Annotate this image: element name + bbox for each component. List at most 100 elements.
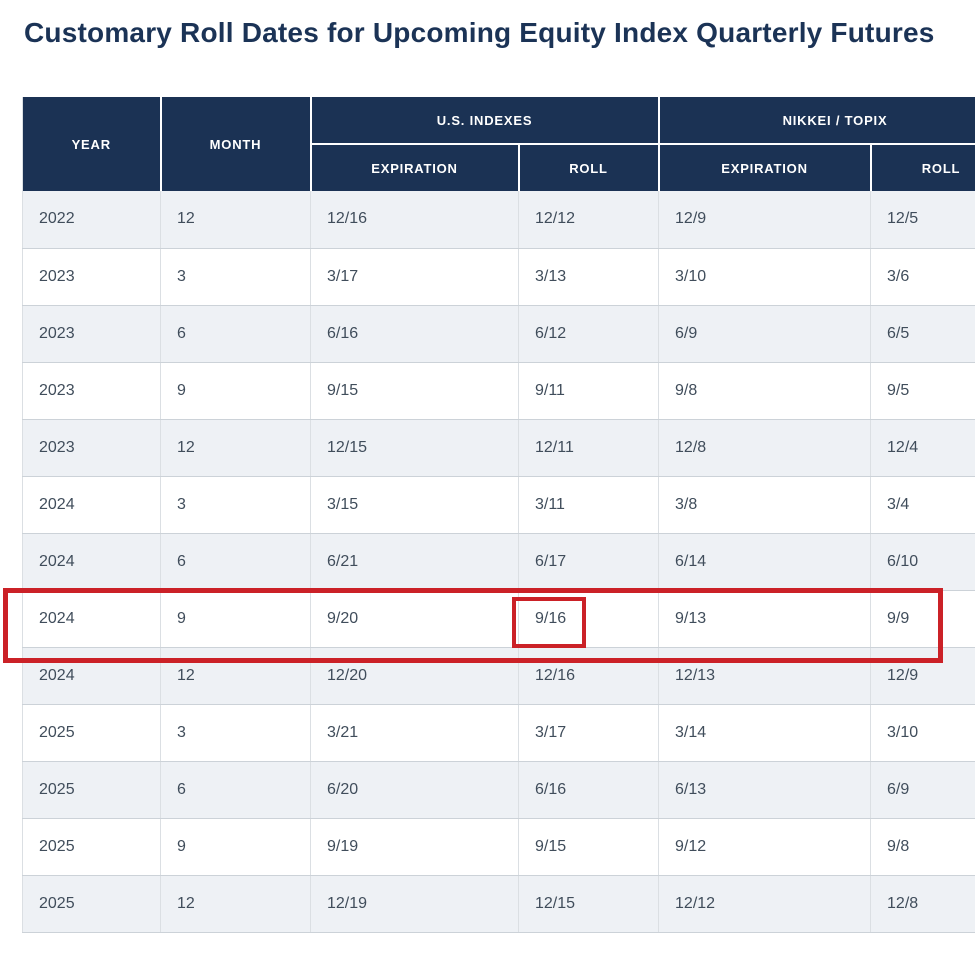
table-cell: 2023 <box>22 248 161 306</box>
table-cell: 9/13 <box>658 590 872 648</box>
table-cell: 6/13 <box>658 761 872 819</box>
table-cell: 2025 <box>22 875 161 933</box>
table-cell: 2024 <box>22 647 161 705</box>
table-cell: 6/16 <box>518 761 660 819</box>
table-cell: 2024 <box>22 476 161 534</box>
table-cell: 2025 <box>22 761 161 819</box>
table-cell: 6/12 <box>518 305 660 363</box>
table-cell: 3/17 <box>310 248 519 306</box>
column-header-year: YEAR <box>22 97 162 191</box>
table-cell: 9/8 <box>870 818 975 876</box>
table-cell: 6/17 <box>518 533 660 591</box>
column-group-us-indexes: U.S. INDEXES <box>310 97 660 145</box>
table-cell: 9 <box>160 362 311 420</box>
table-cell: 9/20 <box>310 590 519 648</box>
table-row: 2023 6 6/16 6/12 6/9 6/5 <box>22 305 975 363</box>
table-cell: 2024 <box>22 590 161 648</box>
table-cell: 3/8 <box>658 476 872 534</box>
column-header-us-roll: ROLL <box>518 144 660 191</box>
table-cell: 12/16 <box>518 647 660 705</box>
table-row: 2024 6 6/21 6/17 6/14 6/10 <box>22 533 975 591</box>
table-row: 2022 12 12/16 12/12 12/9 12/5 <box>22 191 975 249</box>
table-cell: 12/5 <box>870 191 975 249</box>
table-cell: 3/17 <box>518 704 660 762</box>
table-cell: 9/5 <box>870 362 975 420</box>
table-cell: 9/8 <box>658 362 872 420</box>
table-cell: 12/9 <box>658 191 872 249</box>
table-cell: 2025 <box>22 818 161 876</box>
table-cell: 3/15 <box>310 476 519 534</box>
table-cell: 12/9 <box>870 647 975 705</box>
table-cell: 9/15 <box>310 362 519 420</box>
table-cell: 6/20 <box>310 761 519 819</box>
table-cell: 12/19 <box>310 875 519 933</box>
table-cell: 6/10 <box>870 533 975 591</box>
table-cell: 3/13 <box>518 248 660 306</box>
table-cell: 3 <box>160 476 311 534</box>
table-cell: 6/5 <box>870 305 975 363</box>
table-cell: 12/12 <box>518 191 660 249</box>
table-cell: 9/15 <box>518 818 660 876</box>
table-cell: 12/11 <box>518 419 660 477</box>
table-row: 2024 3 3/15 3/11 3/8 3/4 <box>22 476 975 534</box>
table-cell: 12 <box>160 875 311 933</box>
table-cell: 12/8 <box>658 419 872 477</box>
table-cell: 6/9 <box>870 761 975 819</box>
table-cell: 6/9 <box>658 305 872 363</box>
table-cell: 2024 <box>22 533 161 591</box>
table-cell: 3/14 <box>658 704 872 762</box>
page-title: Customary Roll Dates for Upcoming Equity… <box>24 17 935 48</box>
table-row: 2024 12 12/20 12/16 12/13 12/9 <box>22 647 975 705</box>
table-cell: 12/4 <box>870 419 975 477</box>
table-cell: 6 <box>160 761 311 819</box>
table-row: 2023 3 3/17 3/13 3/10 3/6 <box>22 248 975 306</box>
table-cell: 12 <box>160 419 311 477</box>
table-cell: 6/21 <box>310 533 519 591</box>
table-cell: 12/12 <box>658 875 872 933</box>
table-cell: 12/16 <box>310 191 519 249</box>
table-cell: 9/12 <box>658 818 872 876</box>
table-row: 2025 6 6/20 6/16 6/13 6/9 <box>22 761 975 819</box>
table-cell: 3/21 <box>310 704 519 762</box>
table-cell: 9/9 <box>870 590 975 648</box>
table-body: 2022 12 12/16 12/12 12/9 12/5 2023 3 3/17 3/13 3/1… <box>22 191 975 933</box>
table-cell: 9/11 <box>518 362 660 420</box>
table-cell: 3/10 <box>658 248 872 306</box>
table-cell: 2023 <box>22 305 161 363</box>
column-header-nikkei-expiration: EXPIRATION <box>658 144 872 191</box>
column-header-month: MONTH <box>160 97 312 191</box>
table-cell: 9 <box>160 818 311 876</box>
column-header-nikkei-roll: ROLL <box>870 144 975 191</box>
table-cell: 6 <box>160 533 311 591</box>
table-cell: 3 <box>160 704 311 762</box>
table-cell: 2023 <box>22 362 161 420</box>
table-cell: 9/19 <box>310 818 519 876</box>
table-cell: 3/10 <box>870 704 975 762</box>
table-cell: 12/15 <box>518 875 660 933</box>
roll-dates-table: YEAR MONTH U.S. INDEXES NIKKEI / TOPIX E… <box>22 97 975 933</box>
table-row: 2025 3 3/21 3/17 3/14 3/10 <box>22 704 975 762</box>
table-cell: 6/14 <box>658 533 872 591</box>
table-cell: 12/15 <box>310 419 519 477</box>
table-row: 2025 9 9/19 9/15 9/12 9/8 <box>22 818 975 876</box>
table-cell: 6/16 <box>310 305 519 363</box>
table-cell: 6 <box>160 305 311 363</box>
table-row: 2023 9 9/15 9/11 9/8 9/5 <box>22 362 975 420</box>
table-cell: 2023 <box>22 419 161 477</box>
table-row-highlighted: 2024 9 9/20 9/16 9/13 9/9 <box>22 590 975 648</box>
table-cell: 3/4 <box>870 476 975 534</box>
table-row: 2023 12 12/15 12/11 12/8 12/4 <box>22 419 975 477</box>
table-cell: 12 <box>160 191 311 249</box>
table-row: 2025 12 12/19 12/15 12/12 12/8 <box>22 875 975 933</box>
table-cell: 12/13 <box>658 647 872 705</box>
column-header-us-expiration: EXPIRATION <box>310 144 520 191</box>
table-cell: 12/8 <box>870 875 975 933</box>
header-group-row: YEAR MONTH U.S. INDEXES NIKKEI / TOPIX <box>22 97 975 191</box>
table-cell: 9 <box>160 590 311 648</box>
header-sub-row: EXPIRATION ROLL EXPIRATION ROLL <box>23 144 975 191</box>
table-cell: 3 <box>160 248 311 306</box>
table-cell-highlighted: 9/16 <box>518 590 660 648</box>
table-cell: 12 <box>160 647 311 705</box>
table-cell: 2022 <box>22 191 161 249</box>
